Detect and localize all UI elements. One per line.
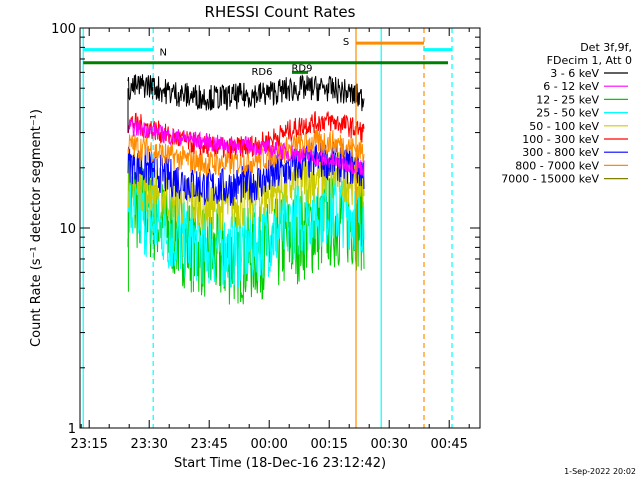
y-axis-ticks: 1 10 100 xyxy=(51,22,480,437)
legend-entry-label: 6 - 12 keV xyxy=(543,80,599,93)
legend-header-1: Det 3f,9f, xyxy=(580,41,632,54)
series-line xyxy=(127,129,365,177)
legend-entry-label: 50 - 100 keV xyxy=(529,120,599,133)
y-tick-label: 100 xyxy=(51,22,76,37)
series-line xyxy=(127,171,365,288)
x-tick-label: 23:30 xyxy=(130,437,167,452)
x-tick-label: 23:15 xyxy=(70,437,107,452)
x-tick-label: 00:45 xyxy=(430,437,467,452)
y-axis-label: Count Rate (s⁻¹ detector segment⁻¹) xyxy=(29,109,44,347)
x-tick-label: 00:15 xyxy=(310,437,347,452)
annotation-label: S xyxy=(343,37,349,48)
legend-entry-label: 12 - 25 keV xyxy=(536,93,599,106)
date-stamp: 1-Sep-2022 20:02 xyxy=(564,467,636,476)
legend-entry-label: 3 - 6 keV xyxy=(550,67,599,80)
x-axis-ticks: 23:15 23:30 23:45 00:00 00:15 00:30 00:45 xyxy=(70,28,470,452)
chart-title: RHESSI Count Rates xyxy=(205,3,356,21)
legend-entry-label: 25 - 50 keV xyxy=(536,107,599,120)
plot-area xyxy=(127,73,365,305)
series-line xyxy=(127,73,365,112)
x-tick-label: 23:45 xyxy=(190,437,227,452)
y-tick-label: 1 xyxy=(68,422,76,437)
annotation-label: N xyxy=(159,48,166,59)
legend-header-2: FDecim 1, Att 0 xyxy=(547,54,632,67)
legend-entry-label: 7000 - 15000 keV xyxy=(501,173,599,186)
legend-entry-label: 300 - 800 keV xyxy=(522,146,599,159)
x-tick-label: 00:30 xyxy=(370,437,407,452)
series-line xyxy=(127,118,365,176)
legend-entry-label: 800 - 7000 keV xyxy=(515,159,599,172)
x-tick-label: 00:00 xyxy=(250,437,287,452)
y-tick-label: 10 xyxy=(59,222,76,237)
annotation-label: RD9 xyxy=(291,63,312,74)
legend-entry-label: 100 - 300 keV xyxy=(522,133,599,146)
x-axis-label: Start Time (18-Dec-16 23:12:42) xyxy=(174,456,386,471)
annotation-label: RD6 xyxy=(251,67,272,78)
